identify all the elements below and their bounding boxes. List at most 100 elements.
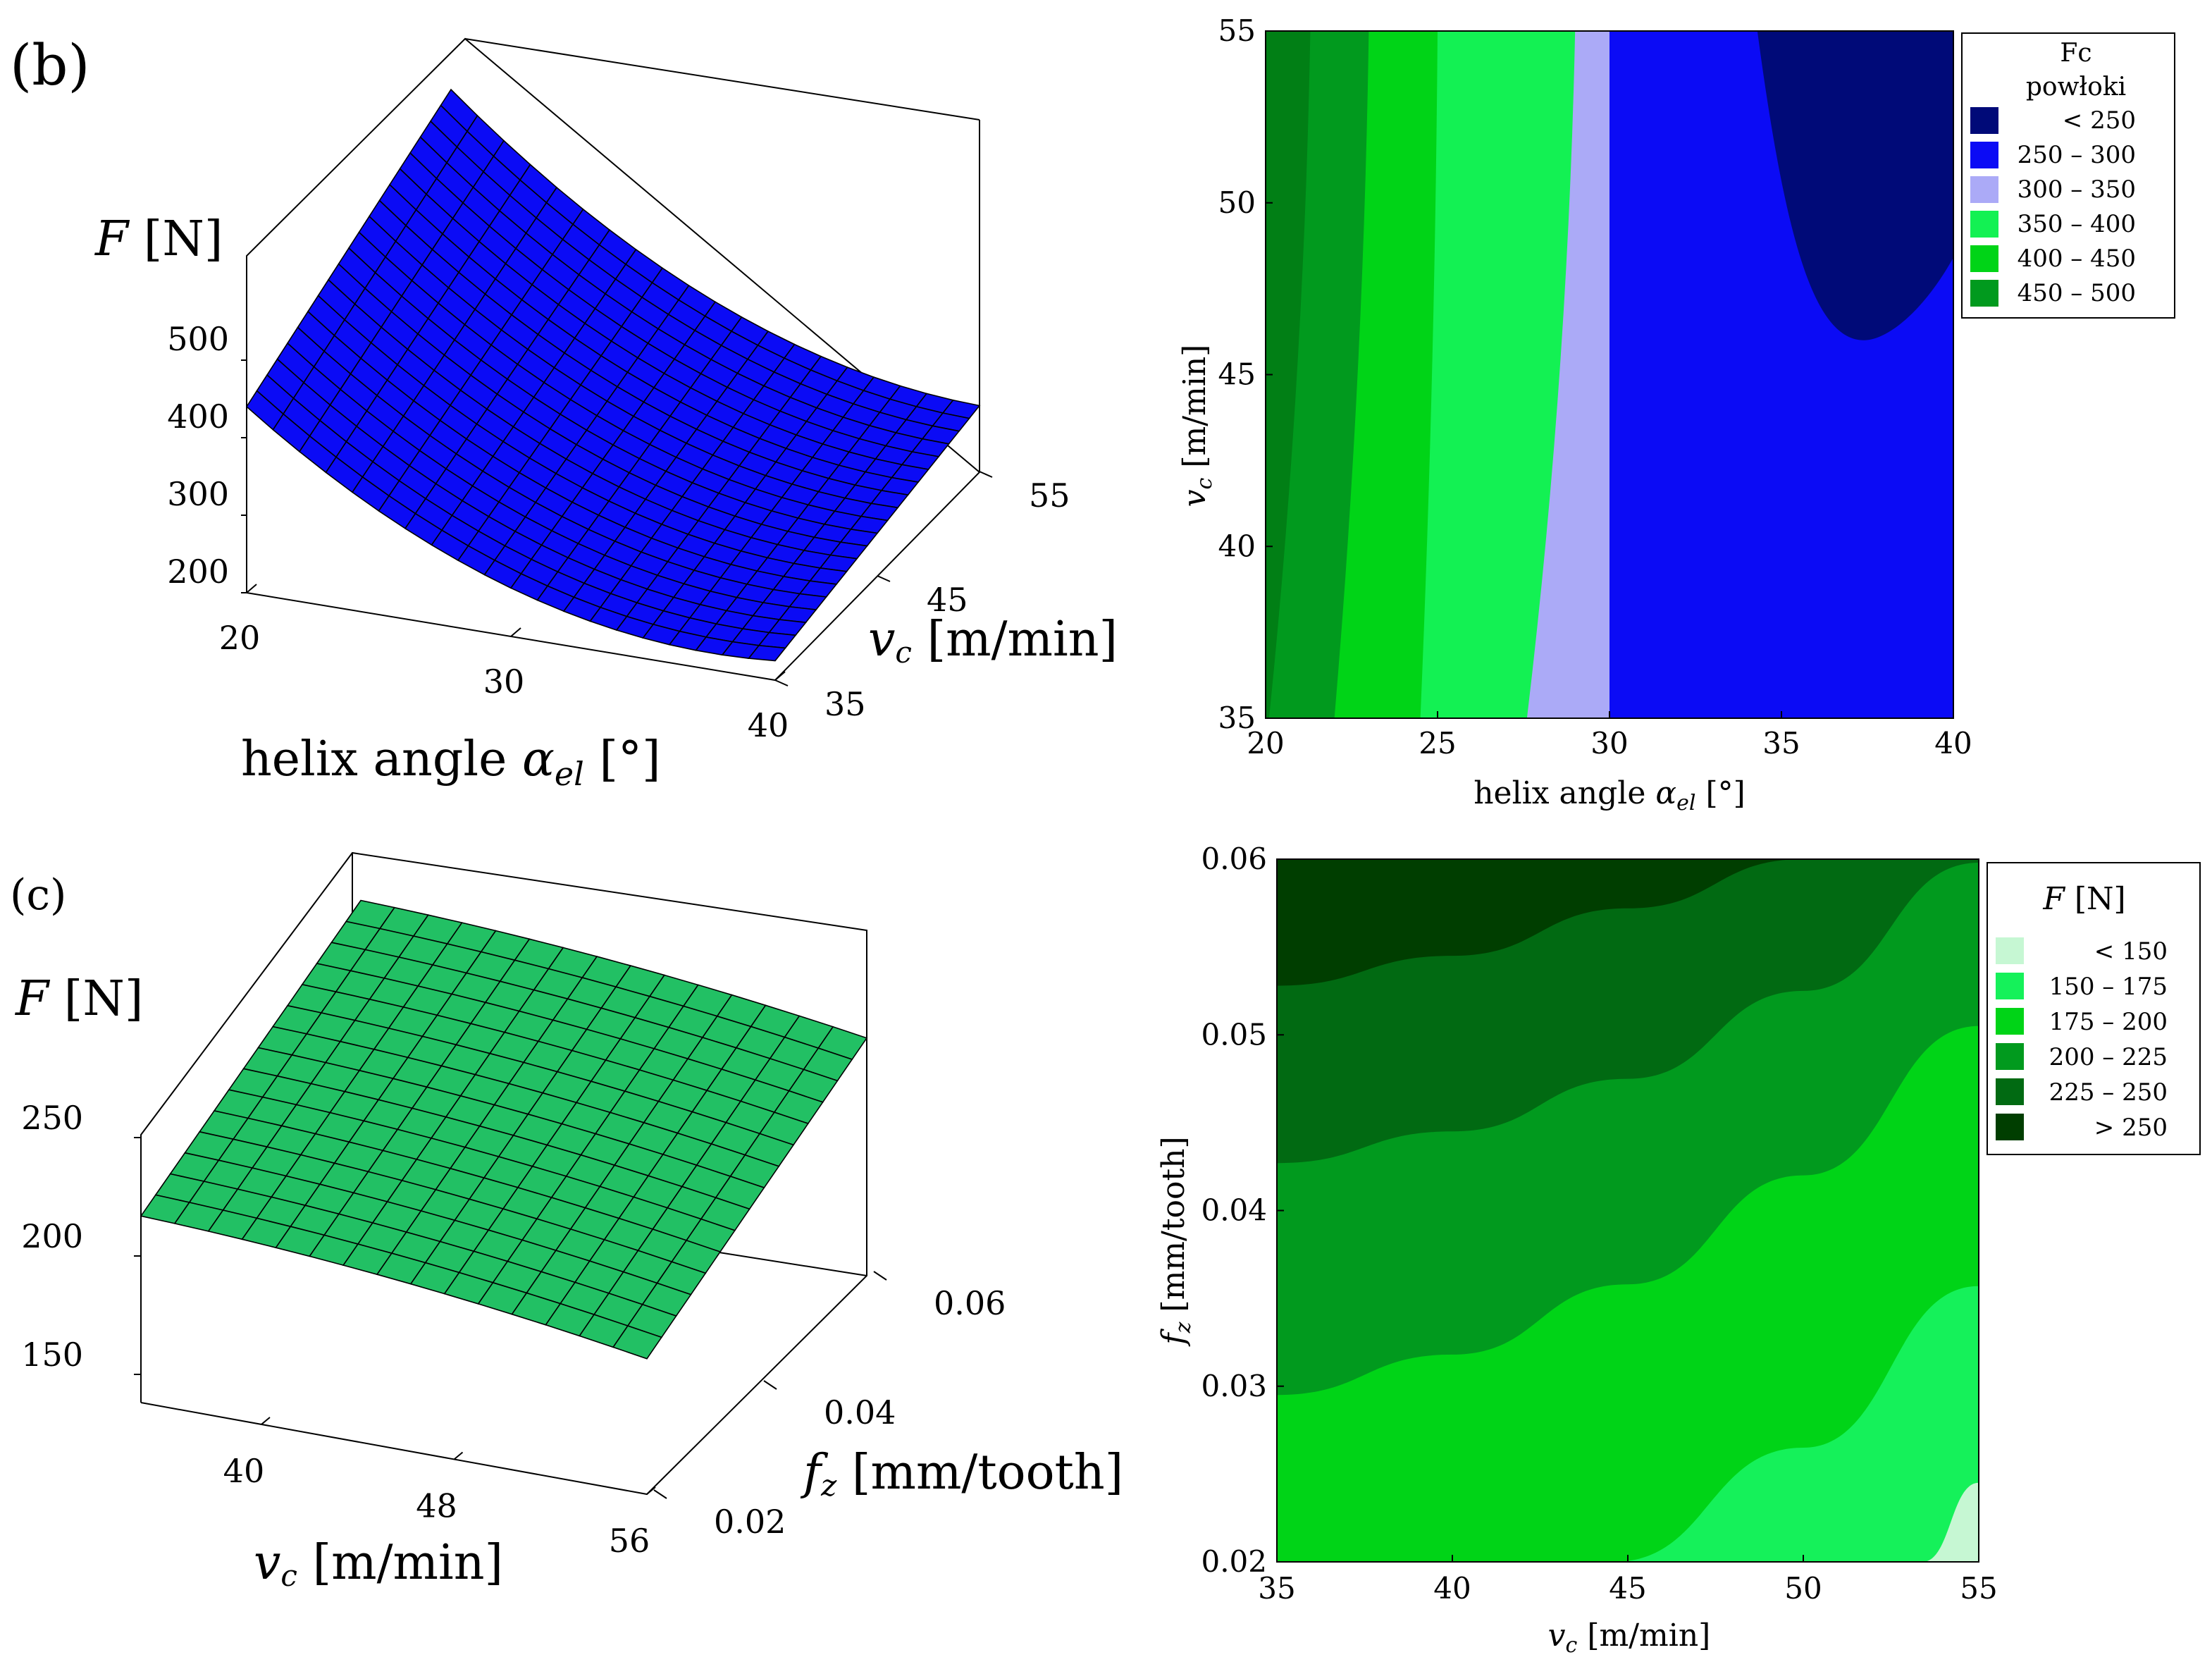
b-x-tick-label: 20: [219, 619, 261, 657]
c-contour-y-tick-label: 0.04: [1201, 1193, 1267, 1228]
c-surface-mesh: [140, 899, 868, 1360]
b-contour-region-below-250: [1757, 31, 1953, 340]
c-legend-label: < 150: [2094, 937, 2168, 966]
c-x-tick-mark: [261, 1417, 271, 1425]
b-legend-swatch: [1970, 280, 1998, 307]
c-x-tick-label: 40: [223, 1452, 265, 1490]
panel-b-surface-plot: (b) 200 300 400 500 20 30 40 35 45 55 F [N] helix…: [10, 32, 1118, 793]
c-legend-label: > 250: [2094, 1114, 2168, 1142]
c-contour-y-label: fz [mm/tooth]: [1156, 1136, 1196, 1346]
c-contour-region-below-150: [1922, 1482, 1979, 1562]
b-x-tick-mark: [246, 584, 257, 593]
c-contour-y-tick-label: 0.05: [1201, 1017, 1267, 1052]
b-y-tick-label: 55: [1029, 476, 1070, 515]
c-legend-label: 225 – 250: [2049, 1078, 2168, 1107]
c-contour-x-tick-label: 35: [1258, 1571, 1295, 1606]
panel-b-contour-plot: 20 25 30 35 40 35 40 45 50 55 helix angle αel [°]…: [1177, 13, 2175, 815]
c-contour-legend: F [N] < 150 150 – 175 175 – 200 200 – 225 22…: [1987, 862, 2201, 1155]
c-contour-y-tick-label: 0.02: [1201, 1544, 1267, 1579]
b-legend-swatch: [1970, 176, 1998, 203]
b-contour-y-tick-label: 45: [1218, 357, 1256, 392]
b-contour-x-tick-label: 25: [1419, 726, 1456, 760]
c-legend-label: 200 – 225: [2049, 1043, 2168, 1071]
c-x-tick-mark: [453, 1451, 464, 1460]
c-contour-region-175-200: [1277, 1026, 1979, 1562]
b-3d-box-top: [464, 38, 980, 121]
b-y-tick-mark: [877, 575, 891, 582]
c-legend-swatch: [1996, 1008, 2024, 1035]
b-legend-label: 400 – 450: [2018, 245, 2136, 273]
b-surface-mesh: [245, 88, 981, 662]
panel-b-label: (b): [10, 32, 90, 98]
c-y-tick-label: 0.06: [934, 1284, 1006, 1322]
c-contour-y-tick-label: 0.06: [1201, 842, 1267, 876]
b-y-tick-label: 45: [927, 581, 968, 619]
c-contour-y-tick-label: 0.03: [1201, 1369, 1267, 1403]
panel-c-label: (c): [10, 870, 66, 920]
c-surface-cell: [612, 1325, 663, 1360]
c-x-tick-mark: [646, 1486, 656, 1495]
b-legend-swatch: [1970, 107, 1998, 134]
panel-c-surface-plot: (c) 150 200 250 40 48 56 0.02 0.04 0.06 F [N] vc…: [10, 851, 1123, 1593]
c-z-axis-label: F [N]: [14, 971, 143, 1027]
panel-c-contour-plot: 35 40 45 50 55 0.02 0.03 0.04 0.05 0.06 vc [m/min…: [1156, 842, 2201, 1658]
b-legend-label: 300 – 350: [2018, 175, 2136, 204]
b-legend-title-1: Fc: [2060, 39, 2091, 68]
c-contour-region-150-175: [1614, 1286, 1979, 1562]
c-y-tick-mark: [763, 1380, 777, 1390]
b-z-tick-label: 300: [167, 475, 229, 513]
b-contour-y-tick-label: 50: [1218, 185, 1256, 220]
c-y-tick-label: 0.02: [714, 1503, 786, 1541]
b-z-axis-label: F [N]: [94, 211, 223, 267]
b-3d-ticks: 200 300 400 500 20 30 40 35 45 55: [167, 320, 1070, 744]
b-contour-y-label: vc [m/min]: [1177, 345, 1217, 507]
c-legend-swatch: [1996, 973, 2024, 999]
b-y-tick-label: 35: [824, 685, 866, 723]
c-legend-label: 175 – 200: [2049, 1008, 2168, 1036]
c-z-tick-label: 200: [21, 1217, 83, 1255]
b-y-tick-mark: [979, 471, 993, 478]
b-z-tick-label: 500: [167, 320, 229, 358]
b-legend-label: < 250: [2063, 106, 2136, 135]
b-legend-label: 450 – 500: [2018, 279, 2136, 307]
b-x-tick-mark: [510, 627, 521, 637]
b-contour-x-label: helix angle αel [°]: [1473, 775, 1745, 815]
b-x-tick-label: 40: [748, 706, 789, 744]
c-legend-swatch: [1996, 1043, 2024, 1070]
b-legend-label: 350 – 400: [2018, 210, 2136, 238]
b-contour-y-tick-label: 35: [1218, 701, 1256, 735]
c-contour-x-tick-label: 45: [1609, 1571, 1646, 1606]
b-contour-x-tick-label: 30: [1590, 726, 1628, 760]
b-legend-swatch: [1970, 245, 1998, 272]
c-x-tick-label: 56: [609, 1522, 650, 1560]
b-y-tick-mark: [774, 679, 789, 686]
b-contour-y-tick-label: 55: [1218, 13, 1256, 48]
b-contour-x-tick-label: 20: [1247, 726, 1284, 760]
c-y-tick-mark: [873, 1271, 887, 1281]
c-legend-label: 150 – 175: [2049, 973, 2168, 1001]
c-x-axis-label: vc [m/min]: [254, 1535, 503, 1593]
c-legend-swatch: [1996, 1114, 2024, 1140]
b-contour-ticks: 20 25 30 35 40 35 40 45 50 55: [1218, 13, 1972, 760]
c-contour-x-tick-label: 55: [1960, 1571, 1997, 1606]
c-legend-title: F [N]: [2042, 881, 2125, 917]
c-contour-x-tick-label: 50: [1784, 1571, 1822, 1606]
b-3d-box-front: [246, 37, 981, 682]
b-x-tick-label: 30: [483, 663, 525, 701]
b-surface-cell: [747, 644, 787, 662]
c-x-tick-label: 48: [416, 1486, 457, 1525]
b-x-tick-mark: [774, 671, 786, 681]
c-contour-x-label: vc [m/min]: [1548, 1618, 1711, 1658]
b-y-axis-label: vc [m/min]: [868, 612, 1118, 670]
c-z-tick-label: 150: [21, 1336, 83, 1374]
c-z-tick-label: 250: [21, 1099, 83, 1137]
b-contour-region-above-500: [1266, 31, 1311, 718]
b-legend-label: 250 – 300: [2018, 141, 2136, 169]
c-contour-x-tick-label: 40: [1433, 1571, 1471, 1606]
b-z-tick-label: 200: [167, 553, 229, 591]
b-x-axis-label: helix angle αel [°]: [241, 732, 661, 793]
b-z-tick-label: 400: [167, 398, 229, 436]
c-contour-regions: [1277, 859, 1979, 1562]
b-contour-x-tick-label: 40: [1934, 726, 1972, 760]
